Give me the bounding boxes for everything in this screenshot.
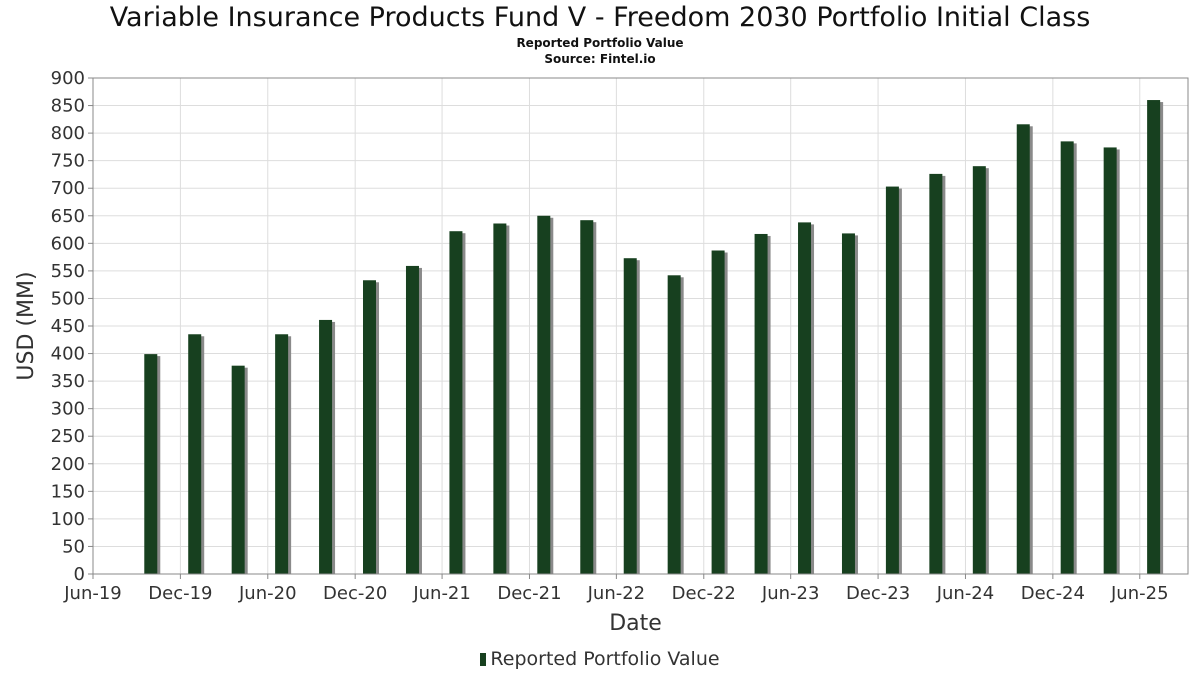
chart-source: Source: Fintel.io <box>544 52 656 66</box>
bar <box>1060 141 1074 574</box>
y-tick-label: 550 <box>51 261 85 282</box>
bar <box>841 233 855 574</box>
y-tick-label: 50 <box>62 536 85 557</box>
y-tick-label: 250 <box>51 426 85 447</box>
y-tick-label: 200 <box>51 454 85 475</box>
y-tick-label: 450 <box>51 316 85 337</box>
bar <box>537 215 551 574</box>
chart-subtitle: Reported Portfolio Value <box>516 36 684 50</box>
y-tick-label: 150 <box>51 481 85 502</box>
x-tick-label: Jun-25 <box>1110 583 1169 604</box>
bar <box>667 275 681 574</box>
y-tick-label: 600 <box>51 233 85 254</box>
x-tick-label: Jun-21 <box>412 583 471 604</box>
x-tick-label: Jun-22 <box>587 583 646 604</box>
bar <box>1016 124 1030 574</box>
x-tick-label: Dec-24 <box>1021 583 1085 604</box>
bar <box>580 220 594 575</box>
y-tick-label: 700 <box>51 178 85 199</box>
bar <box>449 231 463 574</box>
x-tick-label: Dec-20 <box>323 583 387 604</box>
y-axis-label: USD (MM) <box>14 271 39 380</box>
y-tick-label: 400 <box>51 344 85 365</box>
bar <box>972 166 986 574</box>
bar <box>405 265 419 574</box>
bar <box>231 365 245 574</box>
bar <box>1103 147 1117 574</box>
x-tick-label: Dec-22 <box>672 583 736 604</box>
x-tick-label: Dec-21 <box>497 583 561 604</box>
bar <box>798 222 812 574</box>
bar <box>319 319 333 574</box>
x-tick-label: Jun-19 <box>63 583 122 604</box>
bar <box>275 334 289 574</box>
bar <box>362 280 376 574</box>
bar <box>1147 100 1161 575</box>
bar <box>929 173 943 575</box>
bar <box>144 354 158 574</box>
y-tick-label: 800 <box>51 123 85 144</box>
y-tick-label: 350 <box>51 371 85 392</box>
y-tick-label: 650 <box>51 206 85 227</box>
bar <box>711 250 725 574</box>
legend-label: Reported Portfolio Value <box>490 648 720 670</box>
y-tick-label: 900 <box>51 68 85 89</box>
y-tick-label: 750 <box>51 151 85 172</box>
bar <box>885 186 899 574</box>
y-tick-label: 300 <box>51 399 85 420</box>
bar <box>623 258 637 574</box>
x-tick-label: Jun-24 <box>936 583 995 604</box>
bar <box>754 233 768 574</box>
x-tick-label: Jun-23 <box>761 583 820 604</box>
bar <box>188 334 202 574</box>
legend-swatch <box>480 653 487 666</box>
bar <box>493 223 507 574</box>
x-tick-label: Jun-20 <box>238 583 297 604</box>
y-tick-label: 500 <box>51 288 85 309</box>
chart-title: Variable Insurance Products Fund V - Fre… <box>109 2 1091 33</box>
y-tick-label: 100 <box>51 509 85 530</box>
x-tick-label: Dec-23 <box>846 583 910 604</box>
plot-border <box>92 77 1189 575</box>
legend: Reported Portfolio Value <box>0 648 1200 670</box>
y-tick-label: 0 <box>74 564 85 585</box>
x-tick-label: Dec-19 <box>148 583 212 604</box>
y-tick-label: 850 <box>51 96 85 117</box>
x-axis-label: Date <box>609 611 662 636</box>
